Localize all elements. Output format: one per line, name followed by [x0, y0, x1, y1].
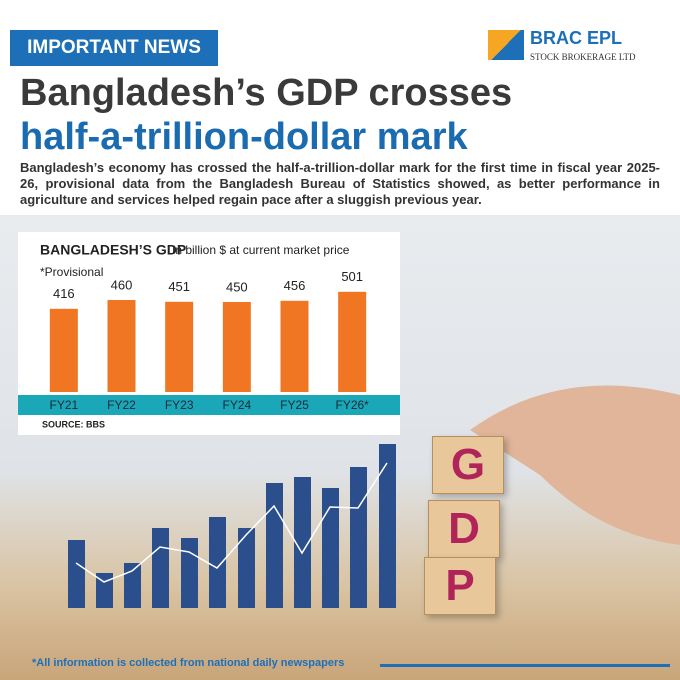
bar [222, 302, 251, 392]
bar [338, 291, 367, 392]
value-label: 456 [284, 278, 306, 293]
value-label: 501 [341, 269, 363, 284]
cube-letter: G [432, 436, 504, 494]
footer-note: *All information is collected from natio… [32, 657, 345, 669]
value-label: 451 [168, 279, 190, 294]
value-label: 460 [111, 277, 133, 292]
logo [488, 30, 524, 60]
brand-name: BRAC EPL [530, 28, 623, 48]
cube-letter: D [428, 500, 500, 558]
bar [165, 301, 194, 392]
x-tick-label: FY21 [49, 398, 78, 412]
x-tick-label: FY25 [280, 398, 309, 412]
x-tick-label: FY26* [335, 398, 369, 412]
headline: half-a-trillion-dollar mark [20, 116, 468, 158]
decorative-line [75, 462, 388, 583]
brand-tagline: STOCK BROKERAGE LTD [530, 52, 636, 62]
x-tick-label: FY24 [222, 398, 251, 412]
headline: Bangladesh’s GDP crosses [20, 72, 513, 114]
footer-rule [380, 664, 670, 667]
decorative-bars [68, 444, 396, 608]
bar [107, 300, 136, 392]
bar [49, 308, 78, 392]
x-tick-label: FY23 [165, 398, 194, 412]
chart-title: BANGLADESH’S GDP [40, 242, 186, 258]
hand [470, 385, 680, 545]
chart-note: *Provisional [40, 265, 103, 279]
body-text: Bangladesh’s economy has crossed the hal… [20, 160, 660, 207]
axis-strip [18, 395, 400, 415]
chart-subtitle: In billion $ at current market price [172, 243, 350, 257]
chart-source: SOURCE: BBS [42, 419, 105, 429]
x-tick-label: FY22 [107, 398, 136, 412]
badge: IMPORTANT NEWS [10, 30, 218, 66]
bar [280, 300, 309, 392]
chart: BANGLADESH’S GDP In billion $ at current… [18, 232, 400, 435]
value-label: 450 [226, 279, 248, 294]
cube-letter: P [424, 557, 496, 615]
illustration [68, 385, 680, 608]
value-label: 416 [53, 286, 75, 301]
